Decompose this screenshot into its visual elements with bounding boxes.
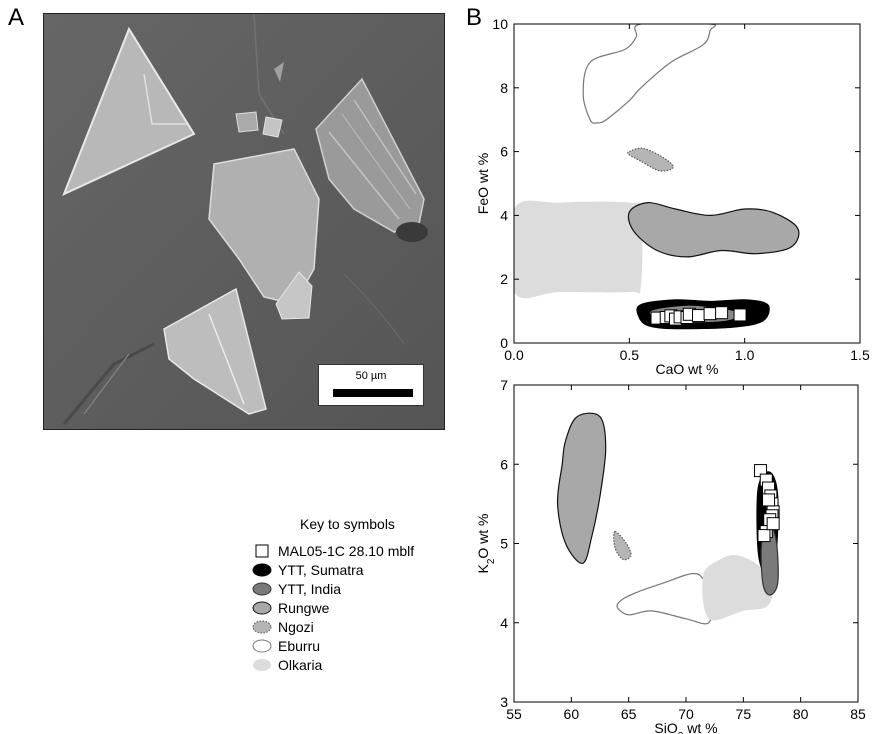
y-tick-label: 5 [500, 536, 508, 552]
x-tick-label: 80 [793, 706, 809, 722]
panel-b-label: B [466, 4, 483, 31]
sample-point [762, 493, 776, 507]
key-title: Key to symbols [300, 516, 395, 532]
field-olkaria [514, 200, 643, 299]
light-grey-ellipse-icon [253, 658, 271, 671]
x-tick-label: 70 [678, 706, 694, 722]
key-item-mal05: MAL05-1C 28.10 mblf [250, 541, 414, 560]
field-eburru [582, 24, 717, 124]
y-axis-label: K2O wt % [475, 513, 497, 573]
sample-point [733, 308, 747, 322]
y-tick-label: 7 [500, 377, 508, 393]
x-tick-label: 1.0 [735, 347, 755, 363]
field-eburru [616, 572, 712, 625]
open-ellipse-icon [252, 639, 272, 652]
sample-point [703, 307, 717, 321]
y-tick-label: 4 [500, 207, 508, 223]
fields-layer [556, 412, 780, 625]
key-item-label: YTT, Sumatra [278, 561, 364, 578]
sample-point [766, 517, 780, 531]
y-tick-label: 6 [500, 456, 508, 472]
key-item-ytt-india: YTT, India [250, 579, 414, 598]
key-item-olkaria: Olkaria [250, 655, 414, 674]
y-tick-label: 6 [500, 144, 508, 160]
scale-bar: 50 µm [318, 364, 424, 406]
scale-bar-line [333, 389, 413, 397]
plot-frame [513, 23, 861, 344]
y-tick-label: 4 [500, 615, 508, 631]
x-axis-label: CaO wt % [655, 361, 718, 377]
y-tick-label: 2 [500, 271, 508, 287]
x-tick-label: 85 [850, 706, 866, 722]
sio2-k2o-chart: 55 60 65 70 75 80 85 3 4 5 6 7 SiO2 wt % K2O wt % [475, 377, 866, 734]
y-tick-label: 3 [500, 694, 508, 710]
y-axis-label: FeO wt % [475, 153, 491, 214]
x-tick-label: 60 [564, 706, 580, 722]
field-ngozi [613, 530, 632, 561]
sem-image-drawing [44, 14, 444, 429]
field-ngozi [627, 147, 674, 172]
x-tick-label: 75 [736, 706, 752, 722]
key-item-label: MAL05-1C 28.10 mblf [278, 542, 415, 559]
x-tick-label: 65 [621, 706, 637, 722]
y-tick-label: 8 [500, 80, 508, 96]
grey-ellipse-icon [252, 601, 272, 614]
key-item-label: Eburru [278, 637, 321, 654]
dark-grey-ellipse-icon [252, 582, 272, 595]
x-tick-label: 0.5 [620, 347, 640, 363]
panel-a-label: A [8, 4, 25, 31]
sample-point [692, 309, 706, 323]
open-square-icon [255, 544, 269, 557]
field-rungwe [556, 412, 607, 564]
field-olkaria [702, 554, 773, 621]
black-ellipse-icon [252, 563, 272, 576]
key-item-eburru: Eburru [250, 636, 414, 655]
y-tick-label: 0 [500, 335, 508, 351]
field-rungwe [627, 201, 800, 258]
sample-point [715, 306, 729, 320]
fields-layer [514, 24, 800, 330]
scale-bar-label: 50 µm [355, 370, 387, 382]
sample-point [757, 529, 771, 543]
sem-micrograph: 50 µm [43, 13, 445, 430]
x-axis-label: SiO2 wt % [654, 720, 717, 734]
cao-feo-chart: 0.0 0.5 1.0 1.5 0 2 4 6 8 10 CaO wt % FeO wt % [475, 16, 870, 377]
key-item-ytt-sumatra: YTT, Sumatra [250, 560, 414, 579]
symbol-key: Key to symbols MAL05-1C 28.10 mblf YTT, … [250, 516, 414, 674]
key-item-label: Ngozi [278, 618, 314, 635]
x-tick-label: 0.0 [504, 347, 524, 363]
x-tick-label: 1.5 [850, 347, 870, 363]
key-item-label: YTT, India [278, 580, 342, 597]
key-item-label: Olkaria [278, 656, 323, 673]
key-item-ngozi: Ngozi [250, 617, 414, 636]
x-tick-label: 55 [506, 706, 522, 722]
dotted-ellipse-icon [252, 620, 272, 633]
y-tick-label: 10 [492, 16, 508, 32]
key-item-rungwe: Rungwe [250, 598, 414, 617]
key-item-label: Rungwe [278, 599, 330, 616]
